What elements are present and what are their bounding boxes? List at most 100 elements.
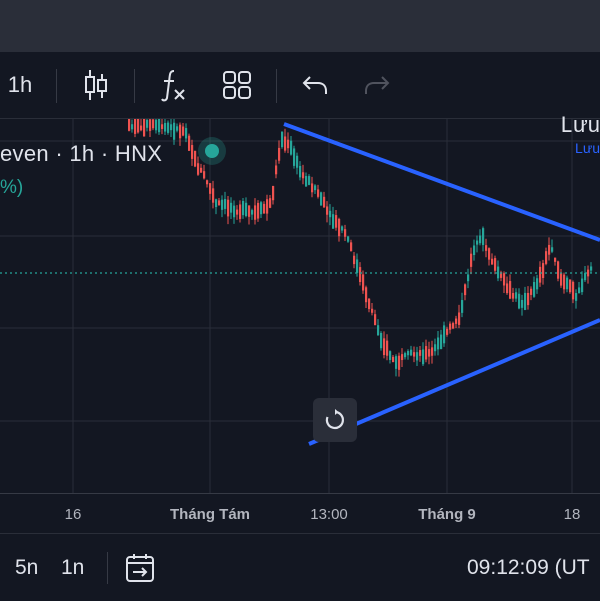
chart-type-button[interactable] — [74, 52, 118, 118]
symbol-legend[interactable]: even · 1h · HNX — [0, 141, 163, 166]
candle-body — [302, 172, 305, 179]
candle-body — [332, 214, 335, 229]
candle-body — [524, 292, 527, 310]
candle-body — [350, 242, 353, 251]
candle-body — [320, 192, 323, 206]
reset-chart-button[interactable] — [313, 398, 357, 442]
candle-body — [506, 283, 509, 294]
x-tick-label: 13:00 — [310, 506, 348, 523]
candle-body — [398, 355, 401, 370]
browser-top-bar — [0, 0, 600, 52]
candle-body — [206, 180, 209, 185]
candle-body — [224, 199, 227, 209]
candle-body — [533, 282, 536, 297]
candle-body — [128, 119, 131, 131]
candle-body — [578, 287, 581, 294]
candle-body — [266, 199, 269, 214]
candle-body — [431, 347, 434, 356]
candle-body — [263, 203, 266, 214]
candle-body — [584, 273, 587, 281]
candle-body — [437, 337, 440, 350]
candle-body — [290, 140, 293, 155]
candle-body — [386, 340, 389, 356]
candle-body — [347, 236, 350, 242]
candle-body — [428, 349, 431, 357]
candle-body — [329, 210, 332, 218]
bottom-divider — [107, 552, 108, 584]
toolbar-divider — [276, 69, 277, 103]
x-tick-label: Tháng 9 — [418, 506, 476, 523]
candle-body — [179, 124, 182, 139]
candle-body — [371, 308, 374, 313]
candle-body — [536, 278, 539, 290]
candle-body — [323, 196, 326, 208]
candle-body — [581, 278, 584, 293]
candle-body — [473, 245, 476, 256]
candle-body — [539, 266, 542, 283]
candle-body — [260, 202, 263, 215]
candle-body — [152, 119, 155, 129]
date-range-button[interactable] — [124, 534, 158, 601]
candle-body — [194, 150, 197, 167]
candle-body — [317, 189, 320, 197]
candle-body — [512, 293, 515, 299]
candle-body — [326, 206, 329, 215]
candle-body — [554, 257, 557, 262]
candle-body — [293, 148, 296, 166]
indicators-button[interactable] — [150, 52, 196, 118]
candle-body — [410, 349, 413, 356]
candle-body — [281, 131, 284, 148]
candle-body — [287, 139, 290, 149]
candle-body — [314, 185, 317, 191]
candle-body — [146, 119, 149, 128]
candle-body — [251, 210, 254, 215]
x-tick-label: 16 — [64, 506, 82, 523]
save-button[interactable]: Lưu Lưu — [550, 112, 600, 156]
candle-body — [569, 279, 572, 293]
candle-body — [197, 163, 200, 175]
range-5n-button[interactable]: 5n — [15, 534, 38, 601]
candle-body — [380, 332, 383, 349]
candle-body — [389, 351, 392, 360]
candle-body — [242, 201, 245, 216]
candle-body — [545, 251, 548, 264]
candle-body — [143, 119, 146, 137]
candle-body — [425, 346, 428, 360]
candle-body — [299, 165, 302, 178]
fx-indicators-icon — [161, 70, 185, 102]
candle-body — [209, 183, 212, 194]
candle-body — [527, 292, 530, 306]
layouts-button[interactable] — [214, 52, 260, 118]
interval-button[interactable]: 1h — [0, 52, 40, 118]
candle-body — [374, 314, 377, 326]
candle-body — [395, 356, 398, 369]
toolbar-divider — [134, 69, 135, 103]
undo-button[interactable] — [292, 52, 338, 118]
price-chart[interactable] — [0, 119, 600, 493]
candle-body — [257, 202, 260, 219]
redo-button[interactable] — [354, 52, 400, 118]
interval-label: 1h — [7, 72, 33, 97]
candle-body — [449, 323, 452, 330]
save-sublabel: Lưu — [575, 140, 600, 156]
candle-body — [482, 228, 485, 246]
candle-body — [311, 183, 314, 193]
clock-timezone-button[interactable]: 09:12:09 (UT — [467, 534, 590, 601]
candle-body — [566, 277, 569, 290]
candle-body — [575, 293, 578, 301]
candle-body — [218, 200, 221, 206]
candle-body — [551, 247, 554, 252]
candle-body — [446, 328, 449, 335]
chart-toolbar: 1h — [0, 52, 600, 156]
candle-body — [335, 215, 338, 228]
range-1n-button[interactable]: 1n — [61, 534, 84, 601]
candle-body — [467, 274, 470, 282]
time-axis[interactable]: 16 Tháng Tám 13:00 Tháng 9 18 — [0, 493, 600, 534]
candle-body — [419, 350, 422, 356]
candle-body — [557, 261, 560, 279]
candle-body — [464, 284, 467, 296]
candle-body — [476, 240, 479, 245]
candle-body — [305, 176, 308, 187]
candle-body — [497, 266, 500, 279]
candle-body — [356, 259, 359, 273]
